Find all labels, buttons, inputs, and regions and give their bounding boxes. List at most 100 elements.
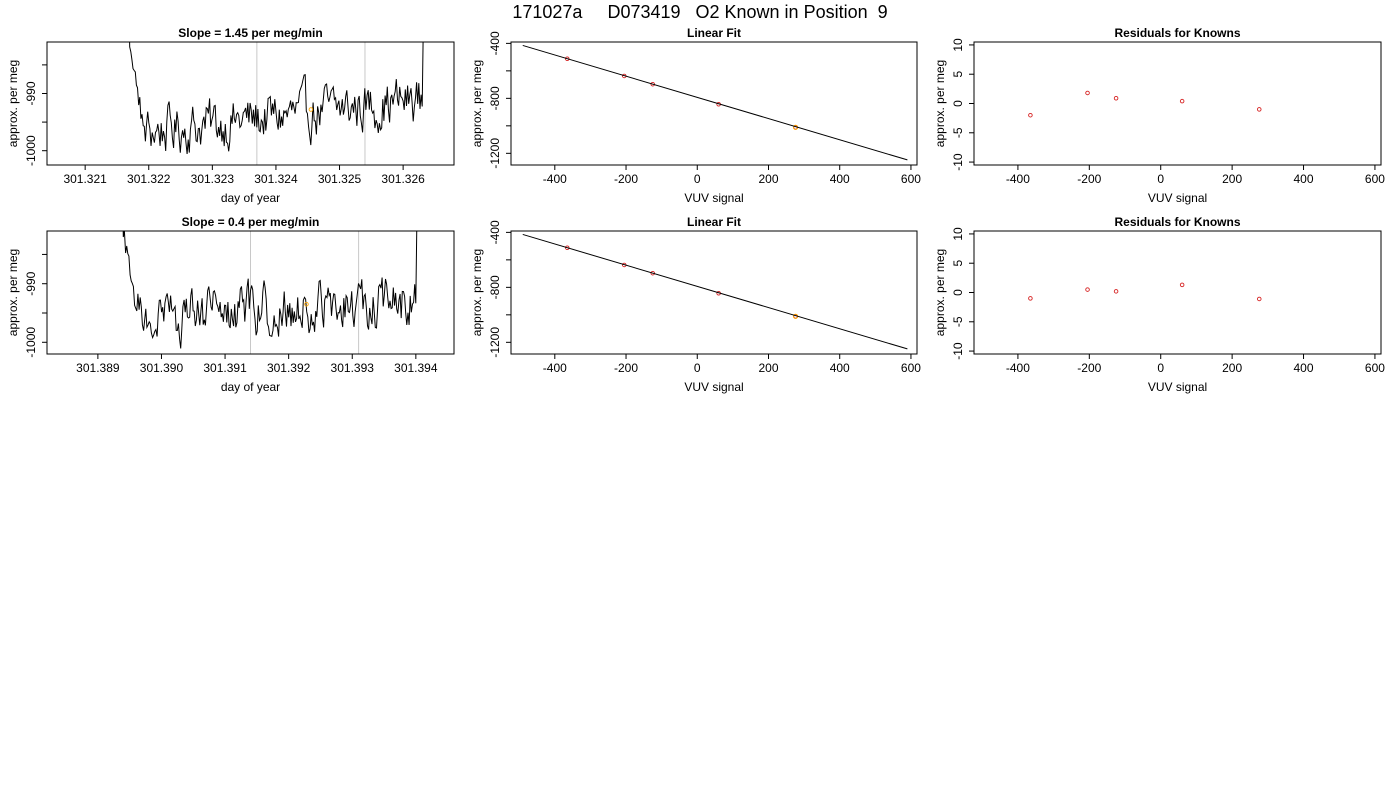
chart-panel-5: Linear Fit -400 -200 0 200 400 600 VUV signal -1… — [470, 215, 921, 394]
x-tick-label: -400 — [1006, 172, 1030, 186]
x-tick-label: 301.324 — [254, 172, 298, 186]
data-point — [1179, 282, 1185, 288]
x-tick-label: 400 — [830, 361, 850, 375]
x-tick-label: 301.321 — [63, 172, 107, 186]
x-tick-label: 301.326 — [381, 172, 425, 186]
data-trace — [122, 231, 418, 349]
y-tick-label: -10 — [951, 153, 965, 171]
y-axis-label: approx. per meg — [6, 60, 20, 147]
sample-marker — [304, 301, 309, 307]
chart-panel-6: Residuals for Knowns -400 -200 0 200 400 600 VU… — [933, 215, 1385, 394]
plot-frame — [46, 230, 455, 355]
plot-area — [129, 42, 424, 165]
data-point — [1179, 98, 1185, 104]
x-tick-label: 400 — [1294, 361, 1314, 375]
x-tick-label: 0 — [1157, 361, 1164, 375]
x-tick-label: 400 — [1294, 172, 1314, 186]
x-tick-label: -200 — [614, 361, 638, 375]
x-tick-label: 600 — [901, 172, 921, 186]
y-tick-label: -800 — [488, 275, 502, 299]
chart-panel-1: Slope = 1.45 per meg/min 301.321 301.322 30… — [6, 26, 455, 205]
chart-panel-4: Slope = 0.4 per meg/min 301.389 301.390 301… — [6, 215, 455, 394]
plot-area — [1028, 90, 1262, 118]
y-tick-label: 0 — [951, 289, 965, 296]
x-axis-label: day of year — [221, 380, 280, 394]
y-axis-label: approx. per meg — [6, 249, 20, 336]
y-tick-label: 5 — [951, 260, 965, 267]
y-axis-label: approx. per meg — [470, 60, 484, 147]
data-point — [1085, 90, 1090, 96]
x-tick-label: 301.325 — [318, 172, 362, 186]
plot-area — [1028, 282, 1262, 302]
x-tick-label: -200 — [1077, 172, 1101, 186]
x-tick-label: 301.394 — [394, 361, 438, 375]
x-tick-label: -200 — [1077, 361, 1101, 375]
chart-title: Linear Fit — [687, 215, 741, 229]
x-tick-label: 301.392 — [267, 361, 311, 375]
y-tick-label: -1000 — [24, 135, 38, 166]
chart-panel-3: Residuals for Knowns -400 -200 0 200 400 600 VU… — [933, 26, 1385, 205]
page-title: 171027a D073419 O2 Known in Position 9 — [512, 2, 888, 22]
plot-frame — [46, 41, 455, 166]
y-tick-label: -10 — [951, 342, 965, 360]
x-tick-label: 301.389 — [76, 361, 120, 375]
y-tick-label: 10 — [951, 38, 965, 52]
data-point — [1085, 287, 1090, 292]
plot-frame — [973, 230, 1382, 355]
x-tick-label: 200 — [758, 361, 778, 375]
y-axis-label: approx. per meg — [933, 60, 947, 147]
x-tick-label: -400 — [543, 172, 567, 186]
y-tick-label: -1000 — [24, 327, 38, 358]
x-tick-label: -400 — [543, 361, 567, 375]
plot-frame — [510, 41, 918, 166]
chart-title: Slope = 0.4 per meg/min — [182, 215, 320, 229]
plot-frame — [973, 41, 1382, 166]
y-tick-label: 5 — [951, 71, 965, 78]
plot-area — [122, 231, 418, 354]
x-axis-label: VUV signal — [684, 191, 743, 205]
sample-marker — [308, 107, 314, 112]
y-tick-label: -5 — [951, 316, 965, 327]
x-tick-label: 200 — [758, 172, 778, 186]
y-axis-label: approx. per meg — [470, 249, 484, 336]
x-tick-label: 301.323 — [191, 172, 235, 186]
y-tick-label: -990 — [24, 81, 38, 105]
y-tick-label: -400 — [488, 31, 502, 55]
data-point — [1113, 95, 1119, 101]
x-tick-label: -400 — [1006, 361, 1030, 375]
data-point — [1028, 296, 1033, 301]
y-axis-label: approx. per meg — [933, 249, 947, 336]
y-tick-label: 0 — [951, 100, 965, 107]
y-tick-label: -5 — [951, 127, 965, 138]
x-tick-label: 0 — [1157, 172, 1164, 186]
x-axis-label: VUV signal — [684, 380, 743, 394]
x-tick-label: 0 — [694, 172, 701, 186]
x-tick-label: 301.393 — [331, 361, 375, 375]
x-tick-label: 200 — [1222, 172, 1242, 186]
fit-line — [522, 44, 908, 161]
data-point — [1257, 296, 1262, 302]
y-tick-label: -400 — [488, 220, 502, 244]
y-tick-label: -1200 — [488, 327, 502, 358]
y-tick-label: -1200 — [488, 138, 502, 169]
chart-title: Linear Fit — [687, 26, 741, 40]
x-tick-label: 600 — [1365, 361, 1385, 375]
chart-title: Residuals for Knowns — [1114, 26, 1240, 40]
x-axis-label: VUV signal — [1148, 191, 1207, 205]
x-axis-label: VUV signal — [1148, 380, 1207, 394]
x-tick-label: 301.322 — [127, 172, 171, 186]
fit-line — [522, 233, 908, 350]
x-tick-label: 600 — [901, 361, 921, 375]
chart-title: Slope = 1.45 per meg/min — [178, 26, 322, 40]
x-axis-label: day of year — [221, 191, 280, 205]
x-tick-label: 301.391 — [203, 361, 247, 375]
x-tick-label: 200 — [1222, 361, 1242, 375]
x-tick-label: 400 — [830, 172, 850, 186]
data-point — [1113, 289, 1119, 294]
data-point — [1028, 112, 1033, 118]
chart-title: Residuals for Knowns — [1114, 215, 1240, 229]
y-tick-label: 10 — [951, 227, 965, 241]
chart-panel-2: Linear Fit -400 -200 0 200 400 600 VUV signal -1… — [470, 26, 921, 205]
y-tick-label: -800 — [488, 86, 502, 110]
